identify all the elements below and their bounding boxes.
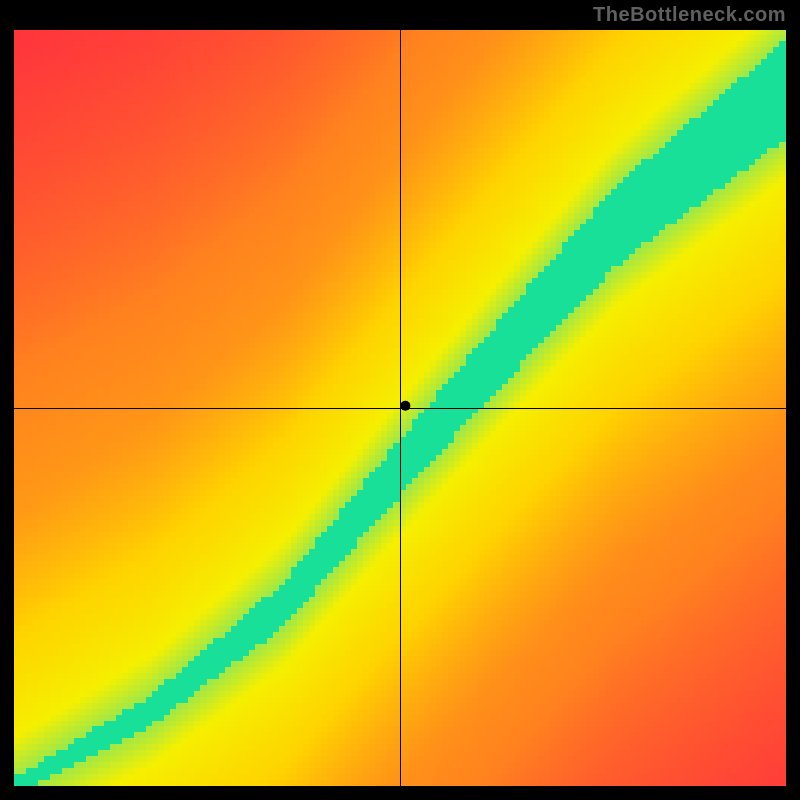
watermark-text: TheBottleneck.com — [593, 4, 786, 27]
heatmap-canvas — [14, 30, 786, 786]
heatmap-canvas-wrap — [14, 30, 786, 786]
chart-container: TheBottleneck.com — [0, 0, 800, 800]
